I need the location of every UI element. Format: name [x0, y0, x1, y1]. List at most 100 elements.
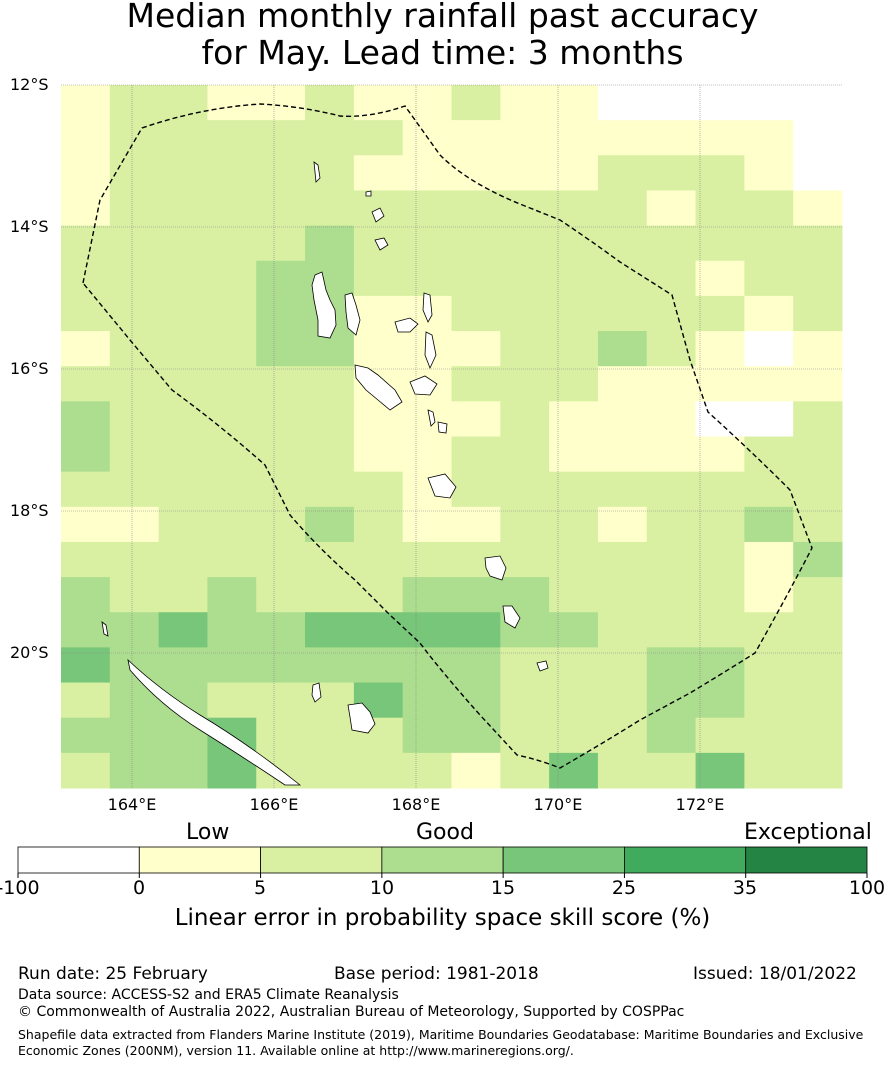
grid-cell	[402, 612, 452, 648]
grid-cell	[695, 401, 745, 437]
map-title-line1: Median monthly rainfall past accuracy	[126, 0, 759, 35]
colorbar-tick-label: 15	[490, 877, 516, 899]
grid-cell	[744, 506, 794, 543]
grid-cell	[353, 647, 404, 684]
grid-cell	[256, 295, 306, 332]
grid-cell	[695, 647, 745, 684]
grid-cell	[61, 295, 111, 332]
grid-cell	[207, 682, 257, 719]
grid-cell	[597, 401, 648, 437]
grid-cell	[744, 225, 794, 262]
grid-cell	[305, 225, 355, 262]
grid-cell	[695, 120, 745, 156]
grid-cell	[744, 717, 794, 754]
grid-cell	[451, 506, 501, 543]
grid-cell	[305, 717, 355, 754]
grid-cell	[158, 190, 208, 227]
grid-cell	[744, 752, 794, 789]
grid-cell	[256, 612, 306, 648]
grid-cell	[256, 366, 306, 402]
grid-cell	[305, 577, 355, 613]
grid-cell	[109, 85, 160, 121]
grid-cell	[646, 331, 697, 367]
grid-cell	[549, 541, 599, 578]
legend-category-exceptional: Exceptional	[744, 820, 872, 845]
grid-cell	[256, 471, 306, 508]
data-source: Data source: ACCESS-S2 and ERA5 Climate …	[18, 987, 399, 1003]
grid-cell	[695, 752, 745, 789]
grid-cell	[207, 471, 257, 508]
grid-cell	[402, 682, 452, 719]
grid-cell	[109, 366, 160, 402]
grid-cell	[695, 612, 745, 648]
issued-date: Issued: 18/01/2022	[693, 964, 857, 984]
grid-cell	[353, 155, 404, 191]
grid-cell	[353, 541, 404, 578]
grid-cell	[695, 541, 745, 578]
grid-cell	[158, 155, 208, 191]
grid-cell	[695, 471, 745, 508]
grid-cell	[61, 155, 111, 191]
grid-cell	[793, 577, 843, 613]
grid-cell	[207, 366, 257, 402]
grid-cell	[646, 260, 697, 297]
grid-cell	[451, 331, 501, 367]
grid-cell	[597, 717, 648, 754]
grid-cell	[305, 471, 355, 508]
grid-cell	[500, 190, 550, 227]
grid-cell	[207, 541, 257, 578]
grid-cell	[793, 752, 843, 789]
grid-cell	[500, 366, 550, 402]
grid-cell	[207, 506, 257, 543]
grid-cell	[207, 647, 257, 684]
grid-cell	[695, 366, 745, 402]
grid-cell	[451, 647, 501, 684]
grid-cell	[597, 436, 648, 473]
grid-cell	[207, 120, 257, 156]
lon-label-172e: 172°E	[675, 795, 725, 814]
grid-cell	[793, 225, 843, 262]
grid-cell	[744, 647, 794, 684]
grid-cell	[451, 577, 501, 613]
grid-cell	[402, 85, 452, 121]
grid-cell	[207, 577, 257, 613]
grid-cell	[451, 401, 501, 437]
grid-cell	[109, 541, 160, 578]
grid-cell	[793, 506, 843, 543]
grid-cell	[353, 295, 404, 332]
colorbar-segment	[624, 846, 747, 874]
grid-cell	[793, 295, 843, 332]
grid-cell	[158, 331, 208, 367]
grid-cell	[500, 506, 550, 543]
grid-cell	[549, 260, 599, 297]
grid-cell	[402, 436, 452, 473]
grid-cell	[61, 471, 111, 508]
grid-cell	[109, 260, 160, 297]
grid-cell	[207, 401, 257, 437]
grid-cell	[109, 612, 160, 648]
grid-cell	[793, 717, 843, 754]
grid-cell	[451, 260, 501, 297]
grid-cell	[61, 225, 111, 262]
grid-cell	[597, 506, 648, 543]
base-period: Base period: 1981-2018	[334, 964, 539, 984]
grid-cell	[695, 506, 745, 543]
grid-cell	[61, 612, 111, 648]
grid-cell	[158, 541, 208, 578]
grid-cell	[256, 225, 306, 262]
grid-cell	[744, 190, 794, 227]
lat-label-20s: 20°S	[10, 643, 49, 662]
grid-cell	[61, 752, 111, 789]
grid-cell	[695, 577, 745, 613]
grid-cell	[646, 577, 697, 613]
grid-cell	[109, 401, 160, 437]
grid-cell	[61, 682, 111, 719]
grid-cell	[353, 260, 404, 297]
grid-cell	[353, 612, 404, 648]
grid-cell	[793, 682, 843, 719]
grid-cell	[646, 752, 697, 789]
grid-cell	[744, 155, 794, 191]
grid-cell	[109, 155, 160, 191]
grid-cell	[549, 120, 599, 156]
grid-cell	[158, 752, 208, 789]
